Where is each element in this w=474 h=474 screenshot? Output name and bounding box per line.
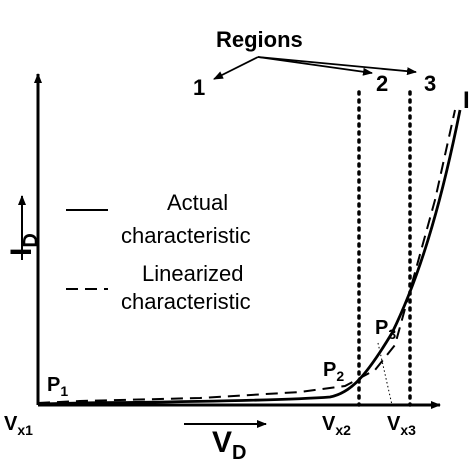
region-2-label: 2	[376, 71, 388, 96]
point-p3-label: P3	[375, 317, 396, 342]
region-1-label: 1	[193, 75, 205, 100]
legend-linearized-line1: Linearized	[142, 261, 244, 286]
tick-vx1-label: Vx1	[4, 413, 33, 438]
regions-title: Regions	[216, 27, 303, 52]
region-3-label: 3	[424, 71, 436, 96]
point-p1-label: P1	[47, 374, 68, 399]
x-axis-label: VD	[212, 426, 246, 464]
legend-actual-line1: Actual	[167, 190, 228, 215]
linearized-characteristic-curve	[37, 109, 456, 404]
legend-linearized-line2: characteristic	[121, 289, 251, 314]
legend-actual-line2: characteristic	[121, 223, 251, 248]
actual-characteristic-curve	[37, 109, 462, 406]
tangent-extension	[377, 342, 393, 406]
y-axis-label: ID	[5, 233, 42, 256]
point-p2-label: P2	[323, 359, 344, 384]
curve-end-label: I	[463, 87, 470, 114]
tick-vx3-label: Vx3	[387, 413, 416, 438]
tick-vx2-label: Vx2	[322, 413, 351, 438]
region-3-pointer	[257, 56, 417, 76]
region-1-pointer	[213, 56, 259, 80]
